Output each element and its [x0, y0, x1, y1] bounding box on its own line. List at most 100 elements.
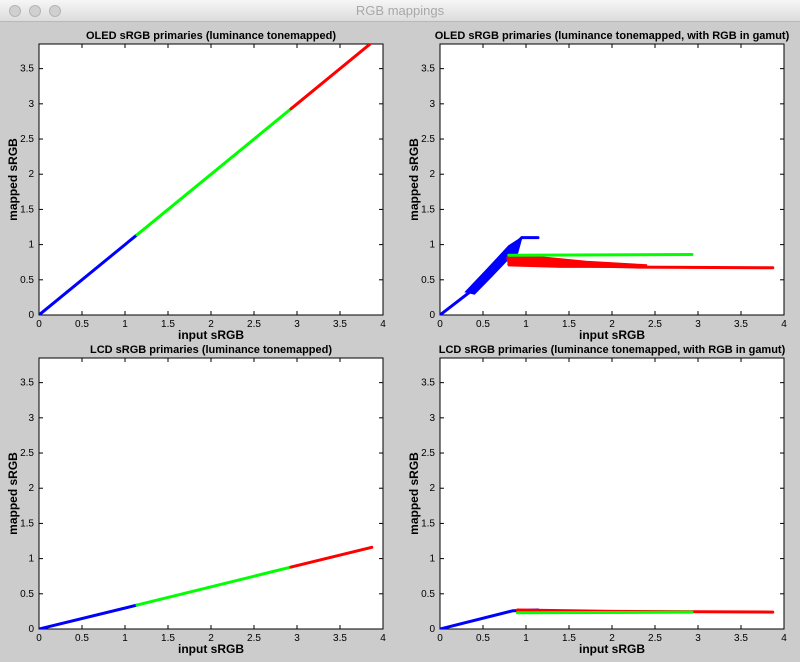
- x-tick-label: 1.5: [562, 319, 576, 330]
- red-series-line: [289, 545, 374, 569]
- y-tick-label: 2: [429, 483, 435, 494]
- zoom-window-button[interactable]: [49, 5, 61, 17]
- x-axis-label: input sRGB: [579, 642, 645, 656]
- x-tick-label: 0.5: [476, 319, 490, 330]
- x-tick-label: 2: [609, 633, 615, 644]
- data-layer: [440, 608, 775, 629]
- y-tick-label: 3.5: [421, 378, 435, 389]
- y-tick-label: 3: [429, 99, 435, 110]
- y-axis-label: mapped sRGB: [6, 138, 20, 221]
- y-tick-label: 1.5: [20, 204, 34, 215]
- blue-series-line: [39, 603, 139, 629]
- x-tick-label: 0.5: [75, 633, 89, 644]
- y-tick-label: 1.5: [20, 518, 34, 529]
- y-tick-label: 3: [429, 413, 435, 424]
- minimize-window-button[interactable]: [29, 5, 41, 17]
- x-tick-label: 4: [781, 319, 787, 330]
- y-axis-label: mapped sRGB: [407, 138, 421, 221]
- axes-title: OLED sRGB primaries (luminance tonemappe…: [86, 30, 336, 42]
- y-axis-label: mapped sRGB: [6, 452, 20, 535]
- y-tick-label: 2: [429, 169, 435, 180]
- window-title: RGB mappings: [355, 3, 445, 18]
- green-series-line: [515, 610, 694, 615]
- y-tick-label: 3.5: [20, 378, 34, 389]
- x-tick-label: 3.5: [734, 319, 748, 330]
- green-series-line: [507, 253, 694, 257]
- x-tick-label: 0: [437, 633, 443, 644]
- y-tick-label: 2: [28, 169, 34, 180]
- green-series-line: [135, 107, 293, 237]
- x-tick-label: 2.5: [648, 319, 662, 330]
- x-tick-label: 1: [122, 319, 128, 330]
- x-tick-label: 4: [781, 633, 787, 644]
- x-tick-label: 1.5: [161, 319, 175, 330]
- data-layer: [39, 44, 373, 315]
- axes-title: LCD sRGB primaries (luminance tonemapped…: [90, 344, 332, 356]
- figure-canvas: OLED sRGB primaries (luminance tonemappe…: [0, 22, 800, 662]
- x-tick-label: 2: [609, 319, 615, 330]
- y-tick-label: 1: [429, 554, 435, 565]
- y-tick-label: 1: [28, 554, 34, 565]
- plot-area: [38, 357, 384, 630]
- y-tick-label: 0: [28, 624, 34, 635]
- figure-plots: OLED sRGB primaries (luminance tonemappe…: [6, 30, 790, 656]
- y-tick-label: 2.5: [20, 134, 34, 145]
- x-tick-label: 2.5: [247, 319, 261, 330]
- x-tick-label: 3.5: [333, 319, 347, 330]
- x-tick-label: 0.5: [476, 633, 490, 644]
- y-tick-label: 3: [28, 99, 34, 110]
- data-layer: [39, 545, 374, 629]
- y-tick-label: 0: [429, 624, 435, 635]
- x-tick-label: 4: [380, 319, 386, 330]
- axes-2: OLED sRGB primaries (luminance tonemappe…: [407, 30, 790, 342]
- y-tick-label: 3: [28, 413, 34, 424]
- x-tick-label: 1: [523, 633, 529, 644]
- x-axis-label: input sRGB: [178, 328, 244, 342]
- y-tick-label: 3.5: [20, 64, 34, 75]
- axes-title: LCD sRGB primaries (luminance tonemapped…: [439, 344, 786, 356]
- x-tick-label: 1.5: [562, 633, 576, 644]
- y-tick-label: 0.5: [20, 589, 34, 600]
- x-tick-label: 3.5: [734, 633, 748, 644]
- x-tick-label: 4: [380, 633, 386, 644]
- x-tick-label: 0: [36, 319, 42, 330]
- close-window-button[interactable]: [9, 5, 21, 17]
- y-tick-label: 1: [429, 240, 435, 251]
- y-axis-label: mapped sRGB: [407, 452, 421, 535]
- y-tick-label: 0: [28, 310, 34, 321]
- x-axis-label: input sRGB: [579, 328, 645, 342]
- x-tick-label: 3: [294, 633, 300, 644]
- red-series-line: [507, 262, 775, 270]
- green-series-line: [135, 565, 293, 607]
- plot-area: [439, 357, 785, 630]
- x-tick-label: 2: [208, 633, 214, 644]
- x-tick-label: 0: [36, 633, 42, 644]
- axes-3: LCD sRGB primaries (luminance tonemapped…: [6, 344, 386, 656]
- y-tick-label: 0.5: [421, 589, 435, 600]
- x-tick-label: 2.5: [247, 633, 261, 644]
- axes-4: LCD sRGB primaries (luminance tonemapped…: [407, 344, 787, 656]
- y-tick-label: 1.5: [421, 518, 435, 529]
- axes-title: OLED sRGB primaries (luminance tonemappe…: [435, 30, 790, 42]
- y-tick-label: 3.5: [421, 64, 435, 75]
- y-tick-label: 2: [28, 483, 34, 494]
- x-tick-label: 3: [695, 319, 701, 330]
- y-tick-label: 2.5: [421, 448, 435, 459]
- data-layer: [440, 235, 775, 315]
- title-bar: RGB mappings: [0, 0, 800, 22]
- x-tick-label: 3.5: [333, 633, 347, 644]
- x-tick-label: 2: [208, 319, 214, 330]
- x-tick-label: 3: [695, 633, 701, 644]
- x-tick-label: 1: [122, 633, 128, 644]
- blue-series-line: [39, 233, 139, 315]
- x-tick-label: 1: [523, 319, 529, 330]
- x-tick-label: 3: [294, 319, 300, 330]
- y-tick-label: 2.5: [421, 134, 435, 145]
- y-tick-label: 0.5: [421, 275, 435, 286]
- blue-series-line: [440, 236, 540, 315]
- y-tick-label: 0: [429, 310, 435, 321]
- y-tick-label: 1: [28, 240, 34, 251]
- x-tick-label: 0: [437, 319, 443, 330]
- y-tick-label: 1.5: [421, 204, 435, 215]
- axes-1: OLED sRGB primaries (luminance tonemappe…: [6, 30, 386, 342]
